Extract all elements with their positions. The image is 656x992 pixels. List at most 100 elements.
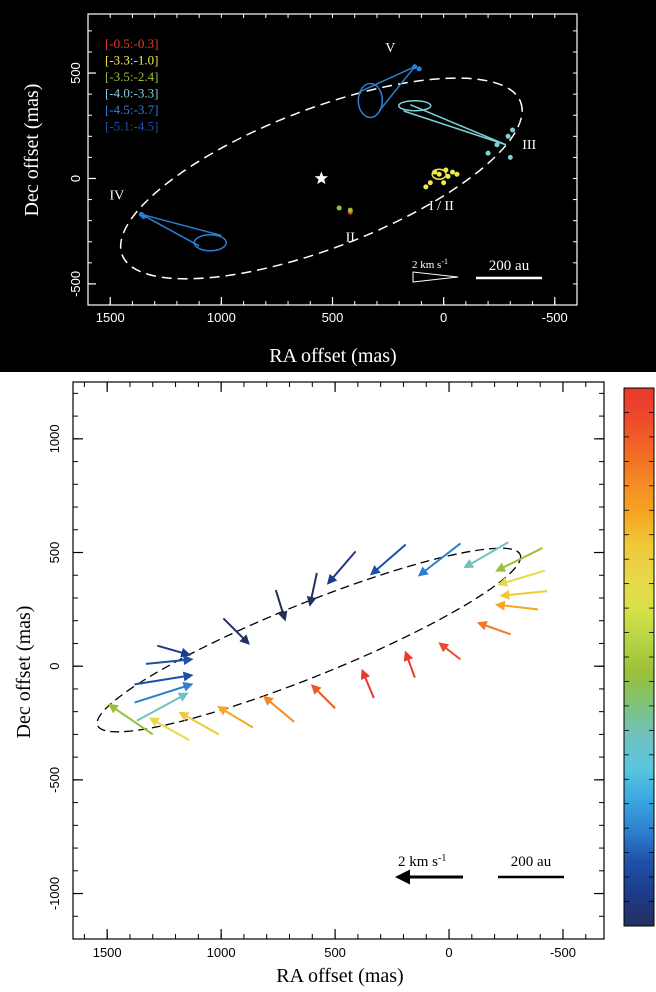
top-legend-entry: [-4.5:-3.7] <box>105 102 158 117</box>
top-maser-spot <box>416 66 422 72</box>
bottom-chart: 1500 1000 500 0 -500 -1000 -500 0 500 1000 2 km s-… <box>0 372 656 992</box>
bottom-y-tick-label: -1000 <box>47 877 62 910</box>
bottom-velocity-vector <box>370 543 407 576</box>
bottom-velocity-vector <box>438 642 462 661</box>
bottom-x-tick-label: 1000 <box>207 945 236 960</box>
top-x-tick-label: 1500 <box>96 310 125 325</box>
top-x-tick-label: -500 <box>542 310 568 325</box>
top-velocity-cone-base <box>357 82 384 119</box>
top-maser-spot <box>412 64 418 70</box>
bottom-velocity-vector <box>306 572 318 607</box>
bottom-velocity-vector <box>494 600 539 611</box>
top-velocity-cone-edge <box>403 110 507 146</box>
top-velocity-scale-label: 2 km s-1 <box>412 257 448 272</box>
bottom-velocity-vector <box>107 703 154 736</box>
top-velocity-cone-edge <box>378 66 416 112</box>
bottom-velocity-vector <box>463 541 509 569</box>
bottom-x-tick-label: -500 <box>550 945 576 960</box>
bottom-velocity-vector <box>495 547 543 572</box>
top-region-label: III <box>522 138 536 153</box>
top-chart-background <box>0 0 656 372</box>
top-velocity-scale-cone <box>412 271 459 283</box>
bottom-velocity-vector <box>217 706 254 729</box>
top-maser-spot <box>141 213 147 219</box>
top-maser-spot <box>427 180 433 186</box>
bottom-velocity-vector <box>497 569 546 587</box>
top-orbit-ellipse <box>119 77 523 280</box>
bottom-velocity-vector <box>310 684 336 709</box>
top-legend-entry: [-3.5:-2.4] <box>105 69 158 84</box>
bottom-chart-background <box>0 372 656 992</box>
top-maser-spot <box>436 171 442 177</box>
bottom-velocity-vector <box>222 617 250 645</box>
top-velocity-cone-edge <box>140 213 200 247</box>
top-region-label: V <box>385 41 395 56</box>
top-y-tick-label: 500 <box>68 62 83 84</box>
bottom-velocity-vector <box>145 655 194 666</box>
top-chart: 1500 1000 500 0 -500 -500 0 500 V III IV II I / II [-… <box>0 0 656 372</box>
top-maser-spot <box>432 169 438 175</box>
top-velocity-cone-edge <box>141 213 222 237</box>
top-legend-entry: [-3.3:-1.0] <box>105 53 158 68</box>
top-x-axis-title: RA offset (mas) <box>269 345 396 367</box>
bottom-x-tick-label: 0 <box>445 945 452 960</box>
top-x-tick-label: 0 <box>440 310 447 325</box>
bottom-velocity-vector <box>417 542 462 577</box>
bottom-velocity-vector <box>178 711 220 736</box>
bottom-velocity-vector <box>148 717 190 741</box>
top-maser-spot <box>507 154 513 160</box>
top-maser-spot <box>441 180 447 186</box>
top-scale-bar-label: 200 au <box>489 258 530 274</box>
colorbar <box>623 387 655 927</box>
top-x-tick-label: 1000 <box>207 310 236 325</box>
top-y-tick-label: 0 <box>68 175 83 182</box>
top-maser-spot <box>454 171 460 177</box>
top-maser-spot <box>510 127 516 133</box>
bottom-y-axis-title: Dec offset (mas) <box>13 606 35 739</box>
bottom-x-tick-label: 1500 <box>93 945 122 960</box>
top-maser-spot <box>336 205 342 211</box>
bottom-velocity-vector <box>326 550 357 585</box>
bottom-x-tick-label: 500 <box>324 945 346 960</box>
top-maser-spot <box>347 207 353 213</box>
bottom-y-tick-label: -500 <box>47 767 62 793</box>
bottom-velocity-vector <box>134 682 194 704</box>
top-velocity-cone-base <box>397 99 432 112</box>
bottom-y-tick-label: 500 <box>47 542 62 564</box>
top-region-label: IV <box>110 189 125 204</box>
top-y-axis-title: Dec offset (mas) <box>21 84 43 217</box>
top-maser-spot <box>485 150 491 156</box>
bottom-velocity-vector <box>157 644 192 658</box>
bottom-plot-area: 1500 1000 500 0 -500 -1000 -500 0 500 1000 2 km s-… <box>47 381 605 960</box>
top-maser-spot <box>505 133 511 139</box>
bottom-velocity-scale-exponent: -1 <box>438 853 446 864</box>
bottom-velocity-vector <box>476 620 511 636</box>
bottom-orbit-ellipse <box>96 547 522 733</box>
bottom-y-tick-label: 1000 <box>47 424 62 453</box>
top-maser-spot <box>450 169 456 175</box>
top-star-marker <box>314 171 328 185</box>
top-legend-entry: [-5.1:-4.5] <box>105 119 158 134</box>
top-maser-spot <box>494 142 500 148</box>
bottom-velocity-vector <box>136 692 189 722</box>
top-legend-entry: [-4.0:-3.3] <box>105 86 158 101</box>
top-maser-spot <box>443 167 449 173</box>
top-velocity-cone-edge <box>358 66 416 93</box>
top-maser-ring <box>431 168 447 181</box>
top-legend-entry: [-0.5:-0.3] <box>105 36 158 51</box>
top-region-label: II <box>346 231 356 246</box>
bottom-scale-bar-label: 200 au <box>511 854 552 870</box>
top-y-tick-label: -500 <box>68 271 83 297</box>
bottom-x-axis-title: RA offset (mas) <box>276 965 403 987</box>
top-velocity-cone-edge <box>410 103 507 146</box>
top-x-tick-label: 500 <box>322 310 344 325</box>
bottom-velocity-vector <box>262 695 295 723</box>
bottom-velocity-vector <box>403 650 416 678</box>
bottom-velocity-vector <box>134 671 194 686</box>
bottom-velocity-vector <box>274 589 288 622</box>
bottom-plot-frame <box>72 381 605 940</box>
top-plot-area: 1500 1000 500 0 -500 -500 0 500 V III IV II I / II [-… <box>68 13 578 325</box>
top-velocity-cone-base <box>193 234 227 252</box>
bottom-velocity-vector <box>499 589 548 600</box>
bottom-y-tick-label: 0 <box>47 663 62 670</box>
